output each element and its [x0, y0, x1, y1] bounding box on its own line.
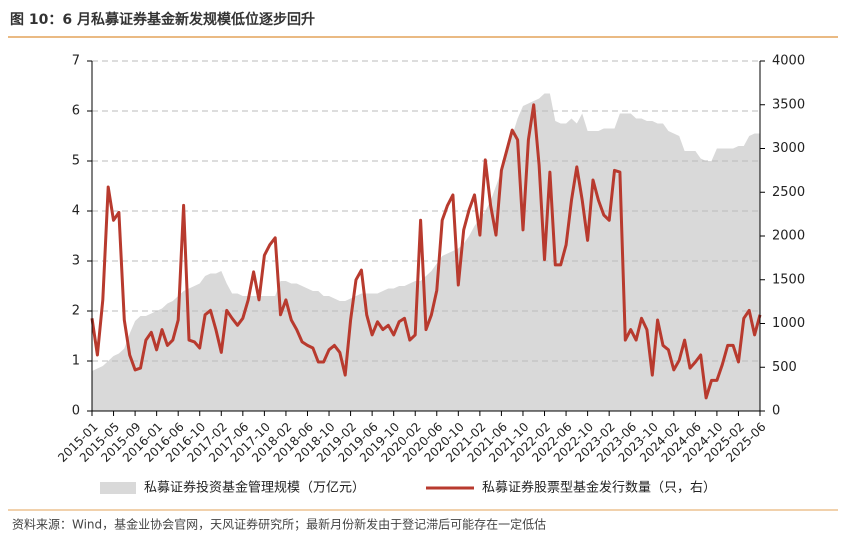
legend-swatch	[100, 482, 136, 494]
y-tick-label: 4	[72, 204, 80, 219]
y2-tick-label: 2500	[772, 185, 805, 200]
y-tick-label: 5	[72, 154, 80, 169]
legend-label: 私募证券投资基金管理规模（万亿元）	[144, 480, 365, 496]
y2-tick-label: 2000	[772, 229, 805, 244]
y-tick-label: 3	[72, 254, 80, 269]
y2-tick-label: 1500	[772, 272, 805, 287]
y-tick-label: 6	[72, 104, 80, 119]
y-tick-label: 2	[72, 304, 80, 319]
source-note: 资料来源：Wind，基金业协会官网，天风证券研究所；最新月份新发由于登记滞后可能…	[12, 517, 546, 532]
y2-tick-label: 0	[772, 404, 780, 419]
y-tick-label: 7	[72, 54, 80, 69]
y-tick-label: 1	[72, 354, 80, 369]
y-tick-label: 0	[72, 404, 80, 419]
line	[90, 103, 762, 400]
legend-label: 私募证券股票型基金发行数量（只，右）	[482, 480, 716, 496]
y2-tick-label: 3000	[772, 141, 805, 156]
y2-tick-label: 1000	[772, 316, 805, 331]
area	[92, 93, 760, 411]
y2-tick-label: 4000	[772, 54, 805, 69]
y2-tick-label: 500	[772, 360, 797, 375]
chart-title: 图 10：6 月私募证券基金新发规模低位逐步回升	[10, 11, 315, 28]
y2-tick-label: 3500	[772, 97, 805, 112]
